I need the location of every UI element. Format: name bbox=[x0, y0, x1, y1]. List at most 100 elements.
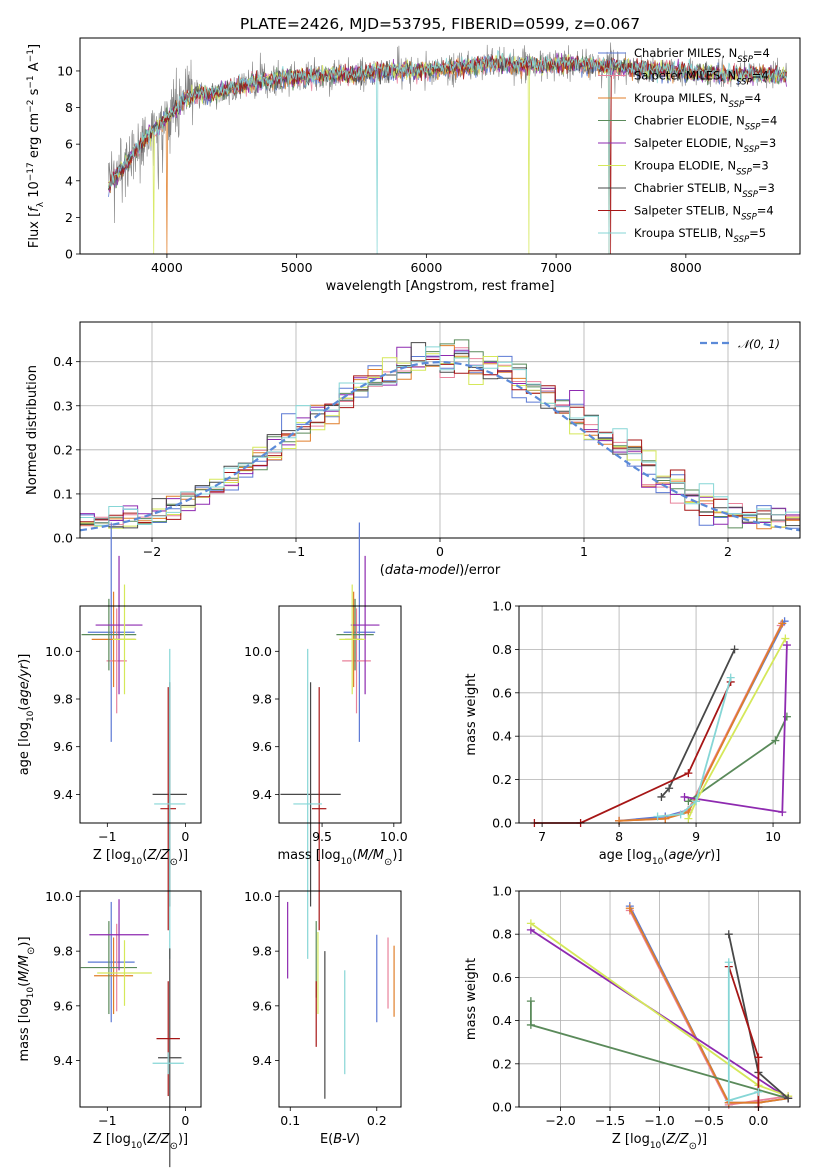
mass_vs_ebv-xlabel: E(B-V) bbox=[320, 1132, 360, 1147]
weight_vs_age-marker-kroupa-stelib bbox=[726, 673, 735, 682]
mass_vs_Z-point-chabrier-miles bbox=[87, 901, 135, 1023]
residual-legend: 𝒩(0, 1) bbox=[700, 337, 780, 351]
weight_vs_age-ticks: 7 8 9 10 0.0 0.2 0.4 0.6 0.8 1.0 bbox=[492, 599, 781, 845]
mass_vs_Z-ytick-label: 9.4 bbox=[53, 1053, 73, 1068]
weight_vs_Z-ytick-label: 1.0 bbox=[492, 884, 512, 899]
age_vs_mass-point-kroupa-elodie bbox=[339, 584, 366, 695]
spectrum-ytick-label: 10 bbox=[57, 63, 73, 78]
age_vs_Z-ylabel: age [log10(age/yr)] bbox=[17, 654, 36, 776]
weight_vs_age-marker-chabrier-elodie bbox=[684, 797, 693, 806]
mass_vs_ebv-xtick-label: 0.2 bbox=[367, 1113, 387, 1128]
spectrum-ticks: 4000 5000 6000 7000 8000 0 2 4 6 8 10 bbox=[57, 63, 702, 275]
weight_vs_age-ylabel: mass weight bbox=[464, 673, 479, 755]
mass_vs_Z-frame bbox=[79, 890, 202, 1108]
residuals-ytick-label: 0.0 bbox=[53, 531, 73, 546]
weight_vs_Z-xtick-label: −2.0 bbox=[545, 1113, 575, 1128]
weight_vs_age-marker-kroupa-stelib bbox=[653, 812, 662, 821]
legend-entry-kroupa-miles: Kroupa MILES, NSSP=4 bbox=[634, 91, 761, 110]
age_vs_Z-point-kroupa-stelib bbox=[154, 648, 186, 959]
figure-title: PLATE=2426, MJD=53795, FIBERID=0599, z=0… bbox=[240, 15, 640, 33]
age_vs_mass-ticks: 9.5 10.0 9.4 9.6 9.8 10.0 bbox=[244, 644, 408, 844]
weight_vs_Z-ytick-label: 0.0 bbox=[492, 1100, 512, 1115]
age_vs_Z-point-salpeter-stelib bbox=[160, 687, 177, 931]
mass_vs_Z-ticks: −1 0 9.4 9.6 9.8 10.0 bbox=[45, 889, 189, 1128]
mass_vs_Z-ylabel: mass [log10(M/M⊙)] bbox=[17, 936, 37, 1061]
spectrum-model-kroupa-miles bbox=[108, 57, 787, 255]
weight_vs_Z-marker-kroupa-stelib bbox=[724, 958, 733, 967]
age_vs_mass-ytick-label: 9.4 bbox=[252, 787, 272, 802]
weight_vs_age-marker-salpeter-elodie bbox=[680, 792, 689, 801]
weight_vs_Z-xtick-label: −1.5 bbox=[595, 1113, 625, 1128]
age_vs_Z-point-chabrier-elodie bbox=[81, 598, 137, 671]
age_vs_mass-point-chabrier-elodie bbox=[336, 598, 374, 671]
mass_vs_Z-point-chabrier-stelib bbox=[158, 948, 182, 1168]
residuals-xtick-label: 0 bbox=[436, 544, 444, 559]
weight_vs_age-xtick-label: 7 bbox=[538, 829, 546, 844]
mass_vs_Z-xtick-label: 0 bbox=[181, 1113, 189, 1128]
weight_vs_age-xtick-label: 8 bbox=[615, 829, 623, 844]
weight_vs_Z-line-kroupa-miles bbox=[628, 907, 789, 1104]
legend-entry-chabrier-stelib: Chabrier STELIB, NSSP=3 bbox=[634, 181, 775, 200]
spectrum-model-kroupa-elodie bbox=[108, 54, 787, 255]
spectrum-ylabel: Flux [fλ 10−17 erg cm−2 s−1 A−1] bbox=[26, 44, 46, 248]
mass_vs_ebv-xtick-label: 0.1 bbox=[280, 1113, 300, 1128]
weight_vs_age-marker-kroupa-elodie bbox=[781, 634, 790, 643]
weight_vs_age-line-kroupa-stelib bbox=[657, 677, 732, 818]
weight_vs_Z-xtick-label: −1.0 bbox=[644, 1113, 674, 1128]
residuals-xtick-label: 1 bbox=[580, 544, 588, 559]
weight_vs_age-xtick-label: 9 bbox=[692, 829, 700, 844]
weight_vs_age-ytick-label: 0.0 bbox=[492, 816, 512, 831]
weight_vs_Z-plot bbox=[526, 902, 793, 1111]
legend-entry-kroupa-stelib: Kroupa STELIB, NSSP=5 bbox=[634, 226, 766, 245]
age_vs_mass-ytick-label: 9.8 bbox=[252, 692, 272, 707]
weight_vs_age-marker-kroupa-stelib bbox=[676, 810, 685, 819]
mass_vs_ebv-ytick-label: 9.4 bbox=[252, 1053, 272, 1068]
spectrum-xtick-label: 4000 bbox=[151, 260, 183, 275]
weight_vs_Z-marker-chabrier-elodie bbox=[526, 1020, 535, 1029]
mass_vs_Z-ytick-label: 9.6 bbox=[53, 998, 73, 1013]
spectrum-legend: Chabrier MILES, NSSP=4 Salpeter MILES, NS… bbox=[598, 46, 777, 245]
residual-legend-label: 𝒩(0, 1) bbox=[738, 337, 780, 351]
age_vs_mass-ytick-label: 10.0 bbox=[244, 644, 272, 659]
spectrum-model-kroupa-stelib bbox=[108, 50, 787, 255]
age_vs_mass-point-salpeter-stelib bbox=[312, 687, 327, 931]
weight_vs_Z-ylabel: mass weight bbox=[464, 958, 479, 1040]
weight_vs_age-line-chabrier-stelib bbox=[660, 649, 736, 798]
age_vs_mass-point-chabrier-miles bbox=[343, 522, 376, 742]
weight_vs_age-xtick-label: 10 bbox=[765, 829, 781, 844]
weight_vs_age-ytick-label: 0.2 bbox=[492, 772, 512, 787]
mass_vs_Z-xtick-label: −1 bbox=[98, 1113, 116, 1128]
age_vs_mass-xtick-label: 10.0 bbox=[380, 829, 408, 844]
weight_vs_Z-xtick-label: 0.0 bbox=[748, 1113, 768, 1128]
weight_vs_Z-marker-kroupa-elodie bbox=[526, 919, 535, 928]
mass_vs_Z-point-salpeter-stelib bbox=[156, 981, 180, 1097]
weight_vs_Z-ytick-label: 0.4 bbox=[492, 1013, 512, 1028]
weight_vs_age-marker-kroupa-stelib bbox=[692, 797, 701, 806]
residuals-ytick-label: 0.1 bbox=[53, 486, 73, 501]
mass_vs_Z-ytick-label: 10.0 bbox=[45, 889, 73, 904]
weight_vs_Z-marker-kroupa-miles bbox=[625, 904, 634, 913]
weight_vs_age-marker-chabrier-stelib bbox=[665, 784, 674, 793]
mass_vs_Z-plot bbox=[80, 899, 184, 1168]
weight_vs_age-axes bbox=[519, 605, 800, 824]
residuals-xtick-label: 2 bbox=[724, 544, 732, 559]
age_vs_mass-xtick-label: 9.5 bbox=[312, 829, 332, 844]
mass_vs_ebv-ytick-label: 9.6 bbox=[252, 998, 272, 1013]
age_vs_Z-point-salpeter-elodie bbox=[95, 555, 143, 695]
spectrum-xtick-label: 7000 bbox=[540, 260, 572, 275]
age_vs_Z-ytick-label: 9.8 bbox=[53, 692, 73, 707]
spectrum-ytick-label: 2 bbox=[65, 210, 73, 225]
weight_vs_Z-marker-kroupa-stelib bbox=[724, 1096, 733, 1105]
weight_vs_age-marker-chabrier-stelib bbox=[730, 645, 739, 654]
mass_vs_ebv-frame bbox=[278, 890, 402, 1108]
age_vs_mass-point-kroupa-stelib bbox=[293, 648, 323, 959]
legend-entry-chabrier-elodie: Chabrier ELODIE, NSSP=4 bbox=[634, 114, 777, 133]
mass_vs_ebv-ytick-label: 9.8 bbox=[252, 944, 272, 959]
residuals-ylabel: Normed distribution bbox=[25, 365, 40, 495]
age_vs_Z-point-kroupa-elodie bbox=[112, 584, 137, 695]
weight_vs_age-frame bbox=[518, 605, 801, 824]
weight_vs_age-xlabel: age [log10(age/yr)] bbox=[599, 848, 721, 867]
weight_vs_age-line-salpeter-stelib bbox=[534, 681, 732, 824]
residuals-xtick-label: −2 bbox=[143, 544, 161, 559]
mass_vs_Z-point-kroupa-miles bbox=[94, 937, 134, 1015]
